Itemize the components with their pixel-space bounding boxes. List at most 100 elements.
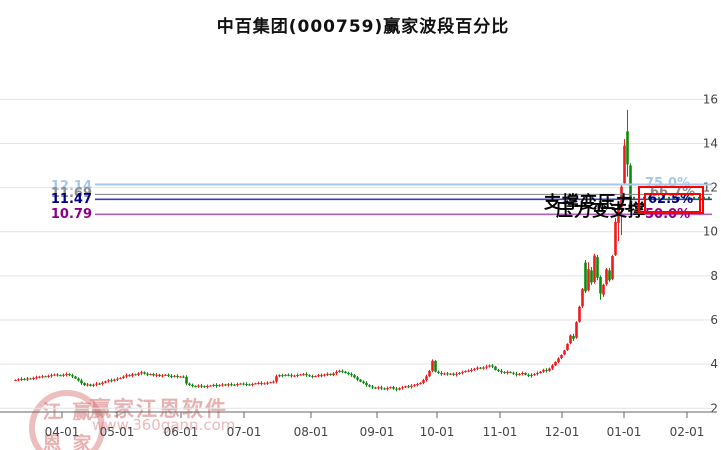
candlestick [86,383,89,387]
candlestick [23,378,26,381]
candlestick [311,374,314,379]
candlestick [434,360,437,373]
y-tick-label: 10 [703,225,718,239]
candlestick [191,383,194,388]
candlestick [452,372,455,376]
candlestick [269,381,272,384]
candlestick [305,372,308,377]
candlestick [416,382,419,387]
candlestick [125,373,128,379]
y-tick-label: 4 [710,357,718,371]
watermark-seal-char: 家 [72,433,92,450]
candlestick [44,375,47,378]
candlestick [155,373,158,378]
candlestick [56,373,59,377]
support-turns-resistance-label: 支撑变压力 [544,193,634,213]
candlestick [497,368,500,372]
candlestick [518,372,521,376]
candlestick [500,369,503,374]
candlestick [95,381,98,387]
candlestick [530,373,533,378]
candlestick [32,376,35,381]
candlestick [491,364,494,369]
candlestick [257,381,260,385]
candlestick [560,354,563,360]
candlestick [149,373,152,376]
candlestick [41,374,44,379]
x-tick-label: 08-01 [294,425,329,439]
candlestick [398,387,401,391]
candlestick [38,375,41,379]
candlestick [77,377,80,382]
candlestick [389,386,392,389]
candlestick [200,383,203,388]
candlestick [20,377,23,382]
candlestick [476,366,479,371]
candlestick [335,370,338,376]
candlestick [419,382,422,385]
candlestick [485,364,488,370]
candlestick [296,373,299,378]
candlestick [569,334,572,345]
candlestick [494,365,497,371]
candlestick [620,184,623,236]
candlestick [551,364,554,371]
candlestick [605,268,608,286]
candlestick [320,373,323,378]
candlestick [611,254,614,281]
x-tick-label: 06-01 [164,425,199,439]
candlestick [98,382,101,385]
candlestick [143,371,146,375]
candlestick [506,370,509,375]
candlestick [260,381,263,386]
candlestick [524,372,527,376]
candlestick [548,367,551,372]
candlestick [350,372,353,377]
candlestick [68,373,71,377]
candlestick [386,386,389,391]
candlestick [536,371,539,376]
candlestick [437,370,440,375]
candlestick [197,384,200,388]
candlestick [575,321,578,339]
candlestick [188,382,191,386]
x-tick-label: 12-01 [545,425,580,439]
x-tick-label: 02-01 [670,425,705,439]
candlestick [374,386,377,390]
candlestick [182,375,185,379]
candlestick [65,372,68,377]
candlestick [74,375,77,380]
candlestick [338,369,341,373]
candlestick [203,385,206,388]
x-tick-label: 01-01 [607,425,642,439]
candlestick [572,333,575,341]
highlight-box-inner [644,193,701,213]
candlestick [317,374,320,378]
candlestick [140,370,143,376]
candlestick [245,382,248,387]
candlestick [302,372,305,376]
x-tick-label: 04-01 [45,425,80,439]
candlestick [161,373,164,378]
y-tick-label: 8 [710,269,718,283]
candlestick [80,378,83,385]
candlestick [224,383,227,387]
price-level-label-75: 12.14 [50,179,92,194]
candlestick [446,371,449,376]
candlestick [473,367,476,371]
y-tick-label: 2 [710,401,718,415]
candlestick [626,109,629,177]
x-tick-label: 11-01 [483,425,518,439]
candlestick [29,377,32,380]
candlestick [428,369,431,378]
candlestick [284,374,287,377]
candlestick [533,373,536,376]
candlestick [176,374,179,379]
candlestick [107,379,110,383]
watermark-url-text: www.360gann.com [92,416,236,434]
candlestick [362,380,365,385]
watermark-seal-char: 恩 [42,433,62,450]
candlestick [227,383,230,387]
candlestick [35,375,38,380]
candlestick [122,375,125,380]
